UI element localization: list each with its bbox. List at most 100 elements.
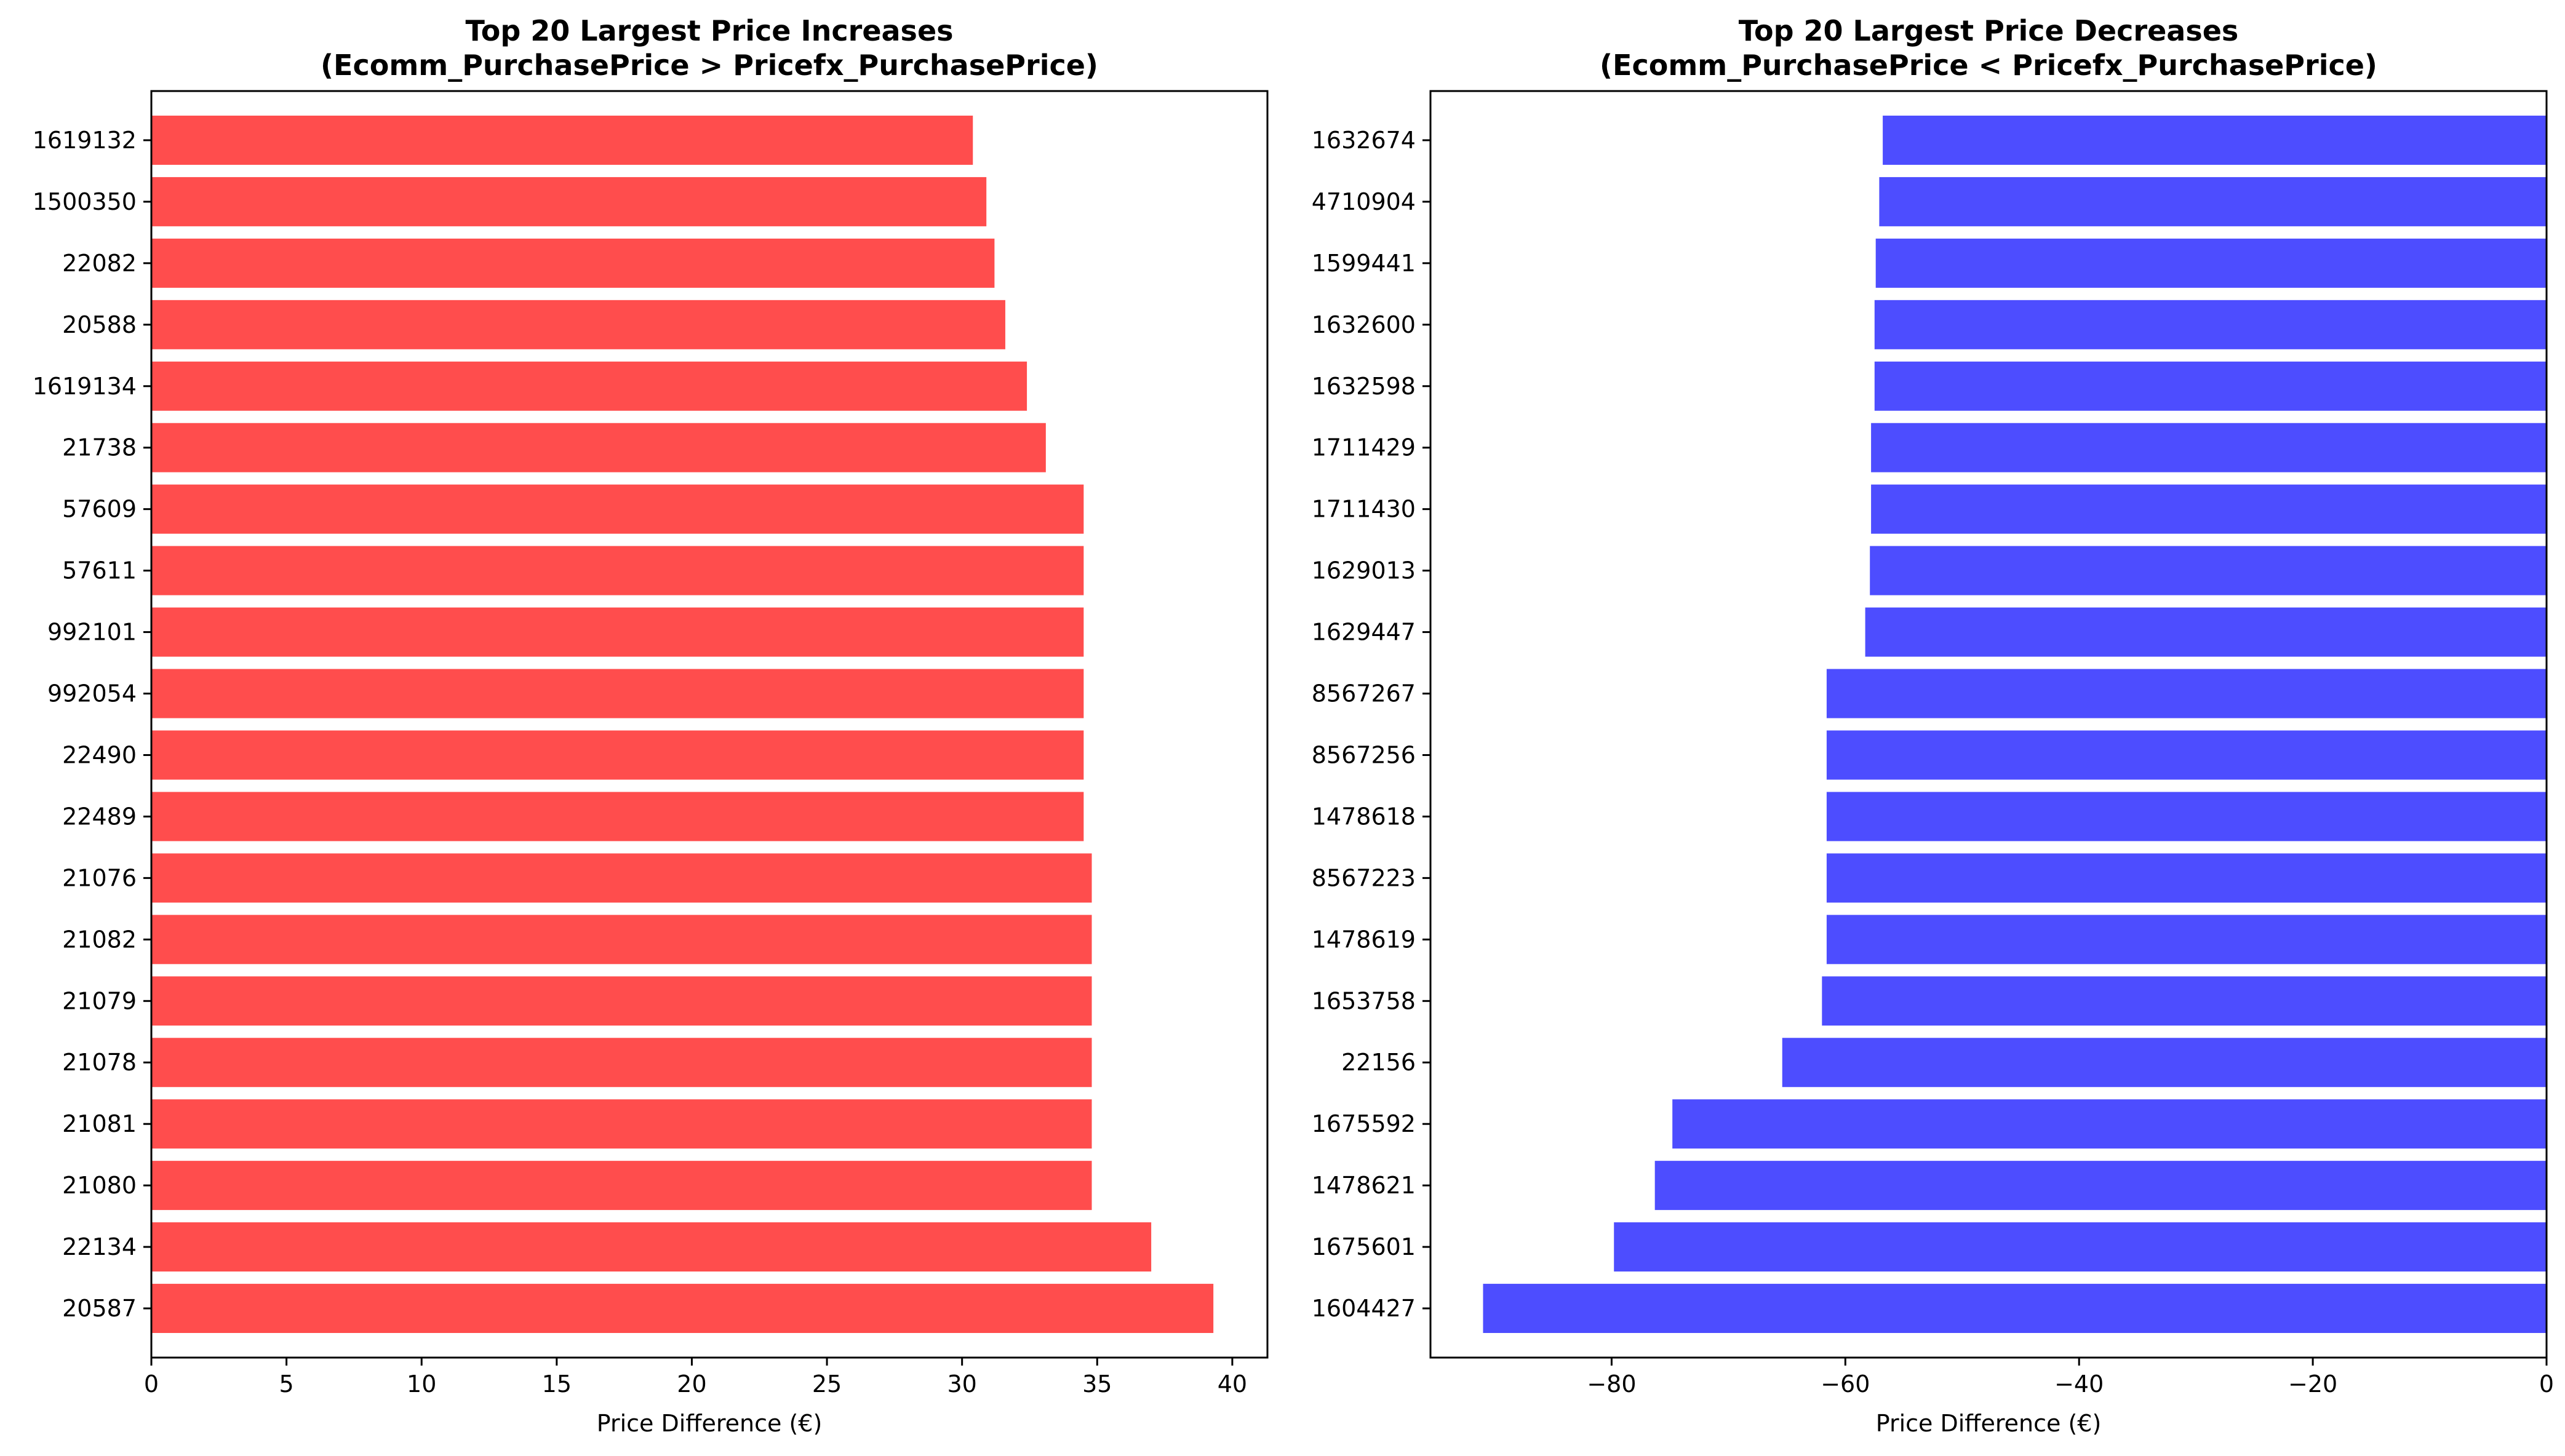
y-tick-label-21078: 21078 (62, 1049, 137, 1076)
y-tick-label-1675592: 1675592 (1312, 1110, 1416, 1137)
plot-frame (150, 90, 1269, 1359)
x-tick-label: 40 (1218, 1370, 1247, 1398)
y-tick-label-22134: 22134 (62, 1233, 137, 1260)
plot-frame (1429, 90, 2548, 1359)
y-tick-label-992101: 992101 (47, 619, 137, 646)
y-tick-label-1619134: 1619134 (33, 373, 137, 400)
x-tick-label: 15 (542, 1370, 572, 1398)
y-tick-label-1629013: 1629013 (1312, 557, 1416, 584)
bar-1711430 (1871, 484, 2547, 534)
bar-20587 (151, 1284, 1214, 1334)
y-tick-label-22082: 22082 (62, 250, 137, 277)
chart-subtitle: (Ecomm_PurchasePrice < Pricefx_PurchaseP… (1600, 49, 2377, 82)
bar-1478619 (1826, 915, 2547, 965)
y-tick-label-1632674: 1632674 (1312, 127, 1416, 154)
bar-21738 (151, 423, 1046, 472)
bar-992054 (151, 669, 1084, 718)
bar-21078 (151, 1038, 1092, 1088)
y-tick-label-21080: 21080 (62, 1172, 137, 1199)
chart-subtitle: (Ecomm_PurchasePrice > Pricefx_PurchaseP… (321, 49, 1098, 82)
y-tick-label-21081: 21081 (62, 1110, 137, 1137)
y-tick-label-1711429: 1711429 (1312, 434, 1416, 461)
y-tick-label-1478618: 1478618 (1312, 803, 1416, 830)
bar-1675592 (1672, 1099, 2547, 1149)
bar-1478618 (1826, 792, 2547, 841)
bar-4710904 (1879, 177, 2547, 226)
chart-title: Top 20 Largest Price Decreases (1739, 14, 2239, 47)
x-tick-label: 0 (144, 1370, 159, 1398)
bar-21081 (151, 1099, 1092, 1149)
bar-8567267 (1826, 669, 2547, 718)
y-tick-label-22490: 22490 (62, 741, 137, 768)
y-tick-label-21079: 21079 (62, 987, 137, 1014)
y-tick-label-4710904: 4710904 (1312, 188, 1416, 215)
bar-22156 (1782, 1038, 2547, 1088)
bar-22082 (151, 238, 995, 288)
y-tick-label-22156: 22156 (1341, 1049, 1416, 1076)
x-tick-label: 25 (812, 1370, 842, 1398)
y-tick-label-1478621: 1478621 (1312, 1172, 1416, 1199)
y-tick-label-21082: 21082 (62, 926, 137, 953)
y-tick-label-8567256: 8567256 (1312, 741, 1416, 768)
x-axis-label: Price Difference (€) (597, 1410, 823, 1437)
bar-1500350 (151, 177, 987, 226)
bar-21076 (151, 853, 1092, 903)
bar-1653758 (1822, 976, 2547, 1026)
y-tick-label-57609: 57609 (62, 496, 137, 523)
bar-1599441 (1875, 238, 2547, 288)
x-tick-label: 35 (1082, 1370, 1112, 1398)
bar-22134 (151, 1222, 1152, 1272)
y-tick-label-1478619: 1478619 (1312, 926, 1416, 953)
y-tick-label-20588: 20588 (62, 311, 137, 338)
y-tick-label-21738: 21738 (62, 434, 137, 461)
bar-992101 (151, 607, 1084, 657)
bar-21080 (151, 1161, 1092, 1211)
x-tick-label: −40 (2054, 1370, 2104, 1398)
y-tick-label-1632598: 1632598 (1312, 373, 1416, 400)
y-tick-label-8567267: 8567267 (1312, 680, 1416, 707)
x-tick-label: 30 (947, 1370, 976, 1398)
x-axis-label: Price Difference (€) (1876, 1410, 2102, 1437)
bar-1632598 (1874, 361, 2547, 411)
bar-57609 (151, 484, 1084, 534)
y-tick-label-1629447: 1629447 (1312, 619, 1416, 646)
bar-22489 (151, 792, 1084, 841)
y-tick-label-1604427: 1604427 (1312, 1295, 1416, 1322)
bar-8567256 (1826, 730, 2547, 780)
bar-1675601 (1614, 1222, 2547, 1272)
bar-1632674 (1883, 115, 2547, 165)
bar-22490 (151, 730, 1084, 780)
y-tick-label-1675601: 1675601 (1312, 1233, 1416, 1260)
bar-1632600 (1874, 300, 2547, 349)
y-tick-label-1500350: 1500350 (33, 188, 137, 215)
bar-20588 (151, 300, 1005, 349)
x-tick-label: −80 (1587, 1370, 1636, 1398)
bar-1629013 (1870, 546, 2547, 595)
chart-panel-2: 1632674 4710904 1599441 1632600 1632598 17114… (1312, 14, 2554, 1437)
x-tick-label: 10 (407, 1370, 436, 1398)
y-tick-label-1619132: 1619132 (33, 127, 137, 154)
bar-1619132 (151, 115, 973, 165)
y-tick-label-1599441: 1599441 (1312, 250, 1416, 277)
y-tick-label-1632600: 1632600 (1312, 311, 1416, 338)
y-tick-label-992054: 992054 (47, 680, 137, 707)
bar-1711429 (1871, 423, 2547, 472)
x-tick-label: −60 (1821, 1370, 1870, 1398)
y-tick-label-20587: 20587 (62, 1295, 137, 1322)
y-tick-label-8567223: 8567223 (1312, 864, 1416, 891)
bar-8567223 (1826, 853, 2547, 903)
y-tick-label-57611: 57611 (62, 557, 137, 584)
bar-1478621 (1654, 1161, 2547, 1211)
chart-panel-1: 1619132 1500350 22082 20588 1619134 21738 5760… (33, 14, 1269, 1437)
bar-1604427 (1483, 1284, 2547, 1334)
x-tick-label: 0 (2539, 1370, 2554, 1398)
bar-1629447 (1865, 607, 2547, 657)
y-tick-label-1711430: 1711430 (1312, 496, 1416, 523)
x-tick-label: −20 (2288, 1370, 2337, 1398)
bar-57611 (151, 546, 1084, 595)
y-tick-label-22489: 22489 (62, 803, 137, 830)
y-tick-label-1653758: 1653758 (1312, 987, 1416, 1014)
x-tick-label: 20 (677, 1370, 706, 1398)
bar-1619134 (151, 361, 1027, 411)
